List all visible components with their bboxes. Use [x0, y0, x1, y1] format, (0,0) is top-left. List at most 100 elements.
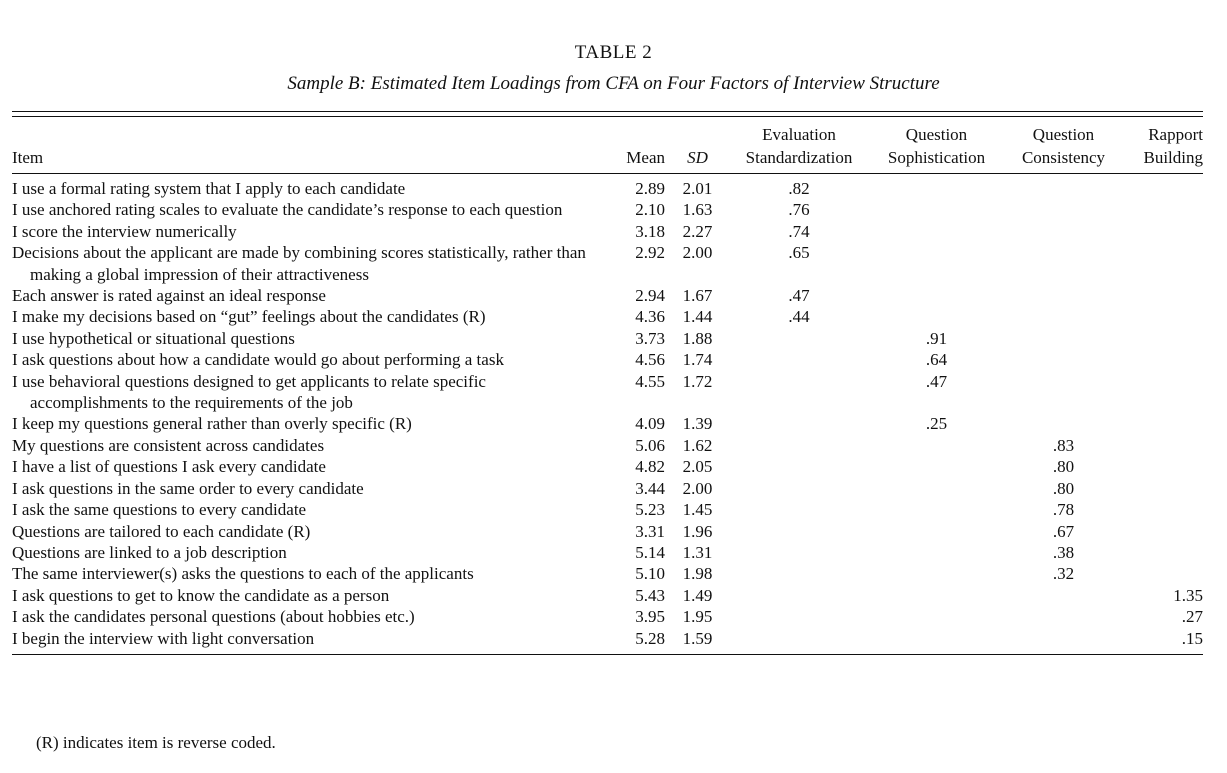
empty-cell [1122, 521, 1203, 542]
item-cell: I make my decisions based on “gut” feeli… [12, 307, 486, 327]
loading-cell: .27 [1181, 607, 1203, 627]
sd-cell: 1.96 [682, 521, 713, 541]
item-cell: I use behavioral questions designed to g… [12, 371, 486, 413]
col-header: Evaluation Standardization [730, 123, 868, 174]
item-cell: I use a formal rating system that I appl… [12, 179, 406, 198]
empty-cell [730, 478, 868, 499]
table-row: I keep my questions general rather than … [12, 413, 1203, 434]
mean-cell: 4.55 [635, 371, 665, 391]
sd-cell: 2.05 [682, 457, 713, 477]
sd-cell: 1.45 [682, 500, 713, 520]
sd-cell: 1.72 [682, 371, 713, 391]
loading-cell: .15 [1122, 627, 1203, 655]
empty-cell [1005, 606, 1122, 627]
empty-cell [730, 542, 868, 563]
empty-cell [1005, 328, 1122, 349]
loading-cell: .67 [1052, 521, 1075, 541]
empty-cell [1122, 349, 1203, 370]
item-cell: My questions are consistent across candi… [12, 435, 325, 455]
empty-cell [730, 349, 868, 370]
table-row: I ask questions to get to know the candi… [12, 585, 1203, 606]
item-cell: I ask questions in the same order to eve… [12, 478, 364, 498]
sd-cell: 1.49 [682, 585, 713, 605]
empty-cell [1005, 242, 1122, 285]
empty-cell [868, 521, 1005, 542]
empty-cell [1005, 349, 1122, 370]
table-row: I begin the interview with light convers… [12, 627, 1203, 655]
sd-cell: 2.01 [682, 179, 713, 198]
loading-cell: .38 [1052, 542, 1075, 562]
loading-cell: .64 [925, 350, 948, 370]
table-row: I ask questions about how a candidate wo… [12, 349, 1203, 370]
loading-cell: .76 [788, 200, 810, 220]
loadings-table: Item Mean SD Evaluation Standardization Q… [12, 123, 1203, 655]
table-body: I use a formal rating system that I appl… [12, 174, 1203, 655]
col-header: SD [665, 123, 730, 174]
mean-cell: 4.36 [635, 307, 665, 327]
empty-cell [1005, 199, 1122, 220]
mean-cell: 3.31 [635, 521, 665, 541]
empty-cell [730, 606, 868, 627]
mean-cell: 3.18 [635, 221, 665, 241]
table-row: Questions are tailored to each candidate… [12, 521, 1203, 542]
loading-cell: 1.35 [1173, 585, 1203, 605]
header-row: Item Mean SD Evaluation Standardization Q… [12, 123, 1203, 174]
empty-cell [868, 435, 1005, 456]
mean-cell: 5.28 [612, 627, 665, 655]
item-cell: I score the interview numerically [12, 221, 237, 241]
empty-cell [868, 627, 1005, 655]
empty-cell [868, 456, 1005, 477]
loading-cell: .91 [925, 328, 948, 348]
mean-cell: 5.43 [635, 585, 665, 605]
item-cell: I keep my questions general rather than … [12, 414, 412, 434]
sd-cell: 1.62 [682, 435, 713, 455]
col-header: Question Sophistication [868, 123, 1005, 174]
mean-cell: 4.09 [635, 414, 665, 434]
mean-cell: 5.14 [635, 542, 665, 562]
col-header: Mean [612, 123, 665, 174]
table-row: Decisions about the applicant are made b… [12, 242, 1203, 285]
table-row: The same interviewer(s) asks the questio… [12, 563, 1203, 584]
empty-cell [868, 306, 1005, 327]
table-row: Each answer is rated against an ideal re… [12, 285, 1203, 306]
col-header: Item [12, 123, 612, 174]
loading-cell: .80 [1052, 478, 1075, 498]
sd-cell: 1.59 [665, 627, 730, 655]
empty-cell [868, 499, 1005, 520]
item-cell: I ask the candidates personal questions … [12, 607, 415, 627]
mean-cell: 4.82 [635, 457, 665, 477]
empty-cell [730, 413, 868, 434]
empty-cell [1122, 499, 1203, 520]
empty-cell [868, 174, 1005, 200]
sd-cell: 1.67 [682, 286, 713, 306]
mean-cell: 2.94 [635, 286, 665, 306]
mean-cell: 3.95 [635, 607, 665, 627]
mean-cell: 2.92 [635, 243, 665, 263]
sd-cell: 1.74 [682, 350, 713, 370]
empty-cell [1005, 627, 1122, 655]
item-cell: I have a list of questions I ask every c… [12, 457, 326, 477]
sd-cell: 1.39 [682, 414, 713, 434]
empty-cell [1005, 285, 1122, 306]
table-row: I ask questions in the same order to eve… [12, 478, 1203, 499]
empty-cell [868, 585, 1005, 606]
empty-cell [1122, 371, 1203, 414]
empty-cell [1122, 174, 1203, 200]
empty-cell [868, 242, 1005, 285]
sd-cell: 1.88 [682, 328, 713, 348]
empty-cell [868, 542, 1005, 563]
table-head: Item Mean SD Evaluation Standardization Q… [12, 123, 1203, 174]
mean-cell: 3.73 [635, 328, 665, 348]
empty-cell [730, 521, 868, 542]
empty-cell [1005, 306, 1122, 327]
col-header: Question Consistency [1005, 123, 1122, 174]
item-cell: I ask the same questions to every candid… [12, 500, 307, 520]
loading-cell: .25 [925, 414, 948, 434]
sd-cell: 1.44 [682, 307, 713, 327]
loading-cell: .47 [925, 371, 948, 391]
table-row: I use behavioral questions designed to g… [12, 371, 1203, 414]
empty-cell [1122, 199, 1203, 220]
item-cell: The same interviewer(s) asks the questio… [12, 564, 474, 584]
table-row: I make my decisions based on “gut” feeli… [12, 306, 1203, 327]
empty-cell [1005, 221, 1122, 242]
